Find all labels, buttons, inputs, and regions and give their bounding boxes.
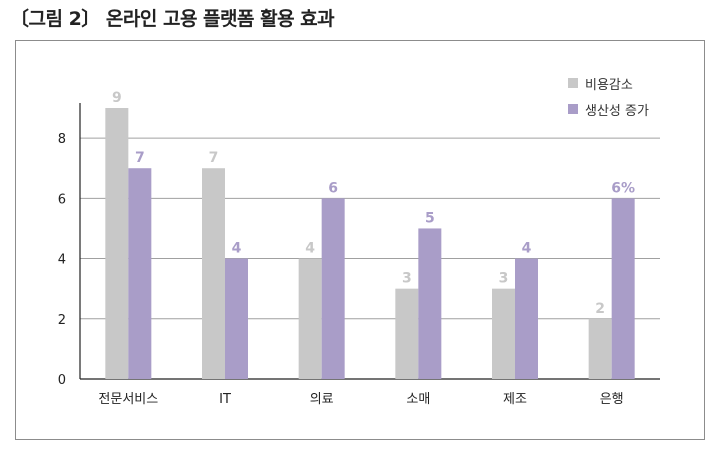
- bar: [298, 258, 322, 379]
- data-label: 4: [522, 241, 532, 257]
- y-tick-label: 2: [58, 313, 66, 328]
- legend-swatch-cost: [568, 78, 578, 88]
- y-tick-label: 4: [58, 253, 66, 268]
- x-tick-label: 제조: [503, 392, 527, 407]
- data-label: 6%: [611, 180, 635, 196]
- legend-item-productivity: 생산성 증가: [568, 96, 649, 122]
- legend: 비용감소 생산성 증가: [568, 70, 649, 122]
- y-tick-label: 8: [58, 132, 66, 147]
- bar: [492, 288, 515, 379]
- x-tick-label: 은행: [600, 391, 624, 407]
- bar: [321, 198, 345, 379]
- legend-swatch-productivity: [568, 104, 578, 114]
- bar: [418, 228, 442, 379]
- figure-title: 〔그림 2〕 온라인 고용 플랫폼 활용 효과: [10, 8, 335, 30]
- data-label: 6: [328, 180, 338, 196]
- data-label: 3: [402, 271, 412, 287]
- data-label: 4: [232, 241, 242, 257]
- chart-frame: [15, 40, 705, 440]
- bar: [105, 108, 129, 379]
- legend-item-cost: 비용감소: [568, 70, 649, 96]
- data-label: 5: [425, 210, 435, 226]
- bar: [588, 318, 612, 379]
- bar: [395, 288, 419, 379]
- y-tick-label: 6: [58, 192, 66, 207]
- data-label: 2: [595, 301, 605, 317]
- bar: [225, 258, 248, 379]
- bar: [128, 168, 152, 379]
- bar: [202, 168, 225, 379]
- x-tick-label: 전문서비스: [98, 392, 158, 407]
- bar: [611, 198, 635, 379]
- bar: [515, 258, 538, 379]
- legend-label-productivity: 생산성 증가: [585, 103, 649, 119]
- y-tick-label: 0: [58, 373, 66, 388]
- data-label: 7: [135, 150, 145, 166]
- data-label: 9: [112, 90, 122, 106]
- legend-label-cost: 비용감소: [585, 77, 633, 93]
- x-tick-label: 의료: [310, 392, 334, 407]
- data-label: 3: [499, 271, 509, 287]
- data-label: 4: [305, 241, 315, 257]
- data-label: 7: [209, 150, 219, 166]
- x-tick-label: IT: [219, 392, 231, 407]
- x-tick-label: 소매: [406, 392, 430, 407]
